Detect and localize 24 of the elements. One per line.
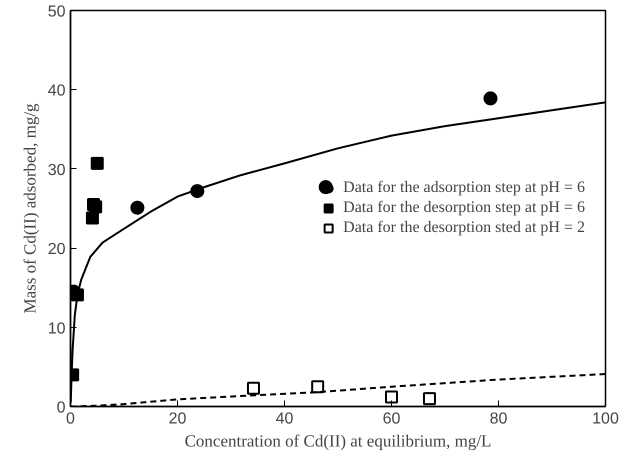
y-tick-label: 40 (48, 82, 66, 100)
legend-label: Data for the adsorption step at pH = 6 (343, 179, 585, 197)
y-tick-label: 30 (48, 162, 66, 179)
y-tick-label: 20 (48, 241, 66, 258)
point (86, 212, 99, 225)
legend-label: Data for the desorption step at pH = 6 (343, 199, 585, 217)
x-tick-label: 100 (592, 410, 619, 428)
y-tick-label: 10 (48, 320, 66, 338)
legend-label: Data for the desorption sted at pH = 2 (343, 219, 585, 237)
y-axis-title: Mass of Cd(II) adsorbed, mg/g (20, 102, 40, 314)
x-tick-label: 80 (490, 410, 508, 428)
x-axis-title: Concentration of Cd(II) at equilibrium, mg/L (184, 432, 492, 450)
y-tick-label: 0 (56, 400, 66, 416)
point (483, 91, 498, 106)
point (130, 200, 144, 215)
point (385, 390, 398, 404)
point (311, 380, 324, 394)
x-tick-label: 40 (276, 410, 294, 428)
point (246, 382, 260, 395)
point (90, 156, 104, 170)
point (422, 392, 436, 406)
y-tick-label: 50 (48, 4, 66, 20)
x-tick-label: 60 (382, 410, 400, 428)
x-tick-label: 20 (168, 410, 186, 428)
